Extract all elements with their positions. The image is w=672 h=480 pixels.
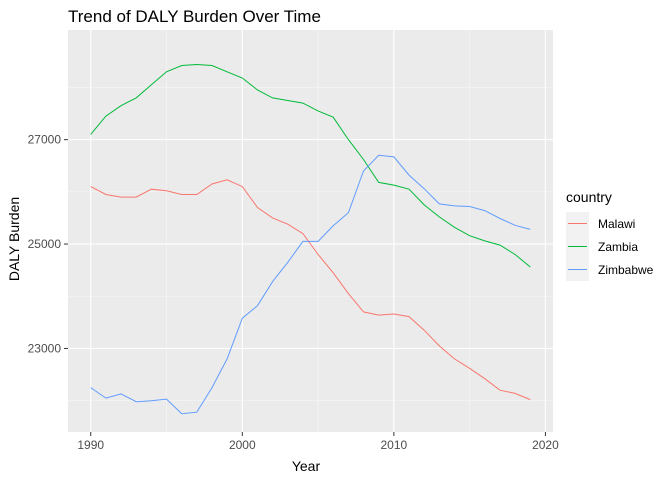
series-line-malawi	[90, 179, 531, 401]
legend-label-zimbabwe: Zimbabwe	[598, 263, 654, 277]
x-tick-label: 1990	[77, 438, 104, 452]
y-tick-label: 23000	[28, 341, 62, 355]
series-line-zambia	[90, 63, 531, 268]
series-lines	[90, 63, 531, 415]
legend-label-malawi: Malawi	[598, 217, 635, 231]
y-tick-label: 25000	[28, 237, 62, 251]
x-tick-label: 2000	[229, 438, 256, 452]
legend-label-zambia: Zambia	[598, 240, 638, 254]
y-axis-title: DALY Burden	[6, 197, 22, 281]
x-tick-label: 2010	[381, 438, 408, 452]
plot-panel	[68, 30, 553, 432]
series-line-zimbabwe	[90, 154, 531, 415]
y-tick-label: 27000	[28, 133, 62, 147]
legend: country Malawi Zambia Zimbabwe	[566, 189, 654, 281]
x-axis: 1990 2000 2010 2020	[77, 432, 559, 452]
x-tick-label: 2020	[532, 438, 559, 452]
chart-title: Trend of DALY Burden Over Time	[68, 7, 321, 26]
legend-title: country	[566, 189, 612, 205]
y-axis: 23000 25000 27000	[28, 133, 68, 355]
x-axis-title: Year	[292, 458, 321, 474]
legend-items: Malawi Zambia Zimbabwe	[566, 212, 654, 281]
